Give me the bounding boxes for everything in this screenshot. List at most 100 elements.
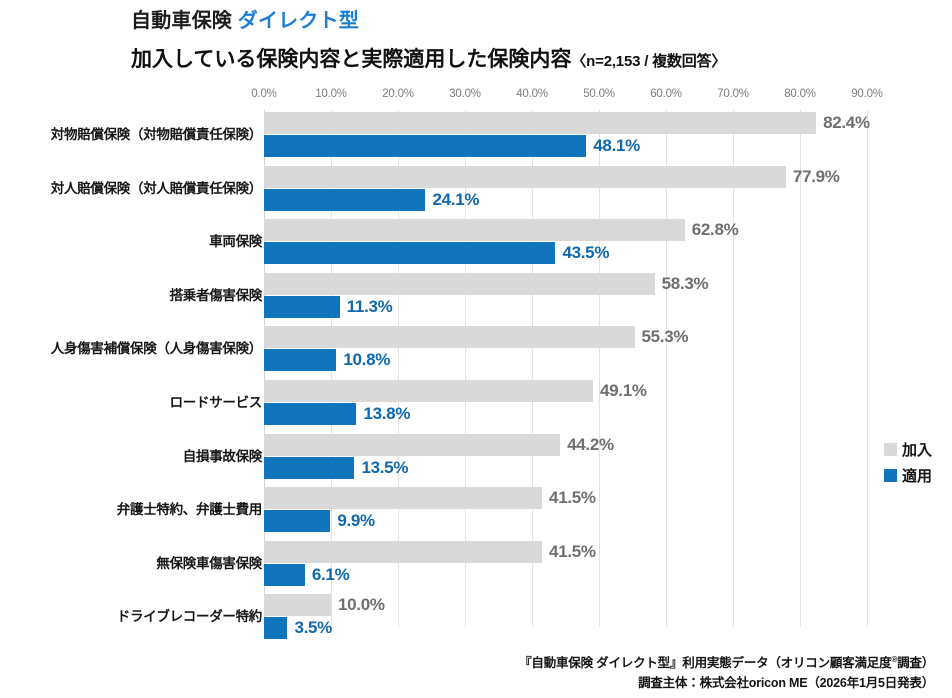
- chart-subtitle-main: 自動車保険: [131, 10, 238, 32]
- value-label-applied-1: 24.1%: [432, 189, 480, 209]
- bar-group-applied: 11.3%: [264, 295, 952, 318]
- category-label-1: 対人賠償保険（対人賠償責任保険）: [50, 180, 263, 196]
- bar-row: 自損事故保険 44.2% 13.5%: [0, 432, 952, 486]
- chart-footer: 『自動車保険 ダイレクト型』利用実態データ（オリコン顧客満足度®調査） 調査主体…: [0, 650, 934, 693]
- x-axis-tick-5: 50.0%: [583, 88, 615, 100]
- bar-applied-6: [264, 456, 355, 479]
- bar-joined-7: [264, 487, 543, 510]
- bar-joined-1: [264, 165, 786, 188]
- legend-item-applied[interactable]: 適用: [884, 462, 952, 488]
- category-label-0: 対物賠償保険（対物賠償責任保険）: [50, 127, 263, 142]
- value-label-joined-4: 55.3%: [641, 327, 689, 347]
- value-label-applied-3: 11.3%: [346, 296, 393, 316]
- bar-applied-4: [264, 349, 337, 372]
- gridline-6: [666, 110, 667, 627]
- x-axis-tick-7: 70.0%: [717, 88, 749, 100]
- bar-group-applied: 24.1%: [264, 188, 952, 211]
- bar-group-applied: 43.5%: [264, 242, 952, 265]
- bar-group-applied: 13.5%: [264, 456, 952, 479]
- category-label-8: 無保険車傷害保険: [156, 555, 262, 571]
- value-label-joined-2: 62.8%: [691, 220, 739, 240]
- bar-joined-0: [264, 112, 817, 134]
- category-label-3: 搭乗者傷害保険: [169, 287, 263, 303]
- bar-group-joined: 58.3%: [264, 272, 952, 295]
- bar-applied-7: [264, 510, 331, 533]
- value-label-applied-6: 13.5%: [361, 457, 409, 477]
- x-axis-tick-labels: 0.0% 10.0% 20.0% 30.0% 40.0% 50.0% 60.0% 70.0% 8…: [0, 88, 952, 108]
- bar-group-joined: 41.5%: [264, 487, 952, 510]
- bar-row: ロードサービス 49.1% 13.8%: [0, 378, 952, 432]
- chart-title-main: 加入している保険内容と実際適用した保険内容: [131, 48, 572, 71]
- bar-row: 車両保険 62.8% 43.5%: [0, 217, 952, 271]
- x-axis-tick-8: 80.0%: [784, 88, 816, 100]
- legend-label: 適用: [902, 467, 933, 485]
- bar-group-joined: 10.0%: [264, 594, 952, 617]
- bar-group-joined: 41.5%: [264, 540, 952, 563]
- title-block: 自動車保険 ダイレクト型 加入している保険内容と実際適用した保険内容〈n=2,1…: [131, 8, 921, 76]
- chart-subtitle: 自動車保険 ダイレクト型: [131, 8, 921, 34]
- gridline-9: [867, 110, 868, 627]
- bar-applied-8: [264, 563, 305, 586]
- bar-joined-4: [264, 326, 635, 349]
- value-label-applied-7: 9.9%: [337, 511, 375, 531]
- x-axis-tick-0: 0.0%: [251, 88, 277, 100]
- bar-group-joined: 55.3%: [264, 326, 952, 349]
- bar-row: 対物賠償保険（対物賠償責任保険） 82.4% 48.1%: [0, 110, 952, 164]
- bar-group-applied: 13.8%: [264, 403, 952, 425]
- bar-row: 無保険車傷害保険 41.5% 6.1%: [0, 539, 952, 593]
- legend-item-joined[interactable]: 加入: [884, 436, 952, 462]
- value-label-joined-8: 41.5%: [549, 541, 596, 561]
- bar-group-joined: 49.1%: [264, 380, 952, 402]
- bar-group-applied: 10.8%: [264, 349, 952, 372]
- footer-publisher-line: 調査主体：株式会社oricon ME（2026年1月5日発表）: [638, 676, 934, 691]
- gridline-8: [800, 110, 801, 627]
- chart-title-note: 〈n=2,153 / 複数回答〉: [571, 53, 727, 70]
- x-axis-tick-2: 20.0%: [382, 88, 414, 100]
- value-label-applied-5: 13.8%: [363, 404, 411, 423]
- value-label-joined-5: 49.1%: [599, 381, 647, 400]
- value-label-joined-0: 82.4%: [823, 113, 870, 132]
- value-label-applied-4: 10.8%: [343, 350, 391, 370]
- bar-group-applied: 9.9%: [264, 510, 952, 533]
- bar-applied-5: [264, 403, 357, 425]
- value-label-applied-8: 6.1%: [311, 564, 350, 584]
- category-label-5: ロードサービス: [169, 395, 263, 410]
- value-label-applied-0: 48.1%: [593, 136, 640, 155]
- bar-group-applied: 6.1%: [264, 563, 952, 586]
- bar-applied-3: [264, 295, 340, 318]
- bar-applied-1: [264, 188, 426, 211]
- bar-chart: 0.0% 10.0% 20.0% 30.0% 40.0% 50.0% 60.0% 70.0% 8…: [0, 88, 952, 648]
- bar-joined-5: [264, 380, 593, 402]
- x-axis-tick-6: 60.0%: [650, 88, 682, 100]
- bar-group-joined: 44.2%: [264, 433, 952, 456]
- registered-mark-icon: ®: [891, 655, 898, 664]
- bar-row: ドライブレコーダー特約 10.0% 3.5%: [0, 592, 952, 646]
- value-label-joined-6: 44.2%: [567, 434, 614, 454]
- value-label-joined-1: 77.9%: [792, 166, 840, 186]
- gridline-3: [465, 110, 466, 627]
- bar-applied-9: [264, 617, 288, 640]
- bar-group-joined: 77.9%: [264, 165, 952, 188]
- x-axis-tick-4: 40.0%: [516, 88, 548, 100]
- category-label-9: ドライブレコーダー特約: [116, 609, 263, 625]
- category-label-4: 人身傷害補償保険（人身傷害保険）: [50, 341, 263, 357]
- bar-group-applied: 3.5%: [264, 617, 952, 640]
- category-label-7: 弁護士特約、弁護士費用: [116, 502, 263, 518]
- gridline-5: [599, 110, 600, 627]
- bar-joined-9: [264, 594, 331, 617]
- bar-row: 搭乗者傷害保険 58.3% 11.3%: [0, 271, 952, 325]
- bar-row: 人身傷害補償保険（人身傷害保険） 55.3% 10.8%: [0, 324, 952, 378]
- bar-row: 対人賠償保険（対人賠償責任保険） 77.9% 24.1%: [0, 164, 952, 218]
- x-axis-tick-1: 10.0%: [315, 88, 347, 100]
- bar-joined-2: [264, 219, 685, 242]
- bar-applied-0: [264, 135, 587, 157]
- bar-group-applied: 48.1%: [264, 135, 952, 157]
- gridline-4: [532, 110, 533, 627]
- chart-legend: 加入 適用: [884, 436, 952, 488]
- category-label-6: 自損事故保険: [182, 448, 263, 464]
- chart-title: 加入している保険内容と実際適用した保険内容〈n=2,153 / 複数回答〉: [131, 46, 921, 76]
- value-label-joined-3: 58.3%: [661, 273, 709, 293]
- bar-joined-3: [264, 272, 655, 295]
- bar-joined-8: [264, 540, 543, 563]
